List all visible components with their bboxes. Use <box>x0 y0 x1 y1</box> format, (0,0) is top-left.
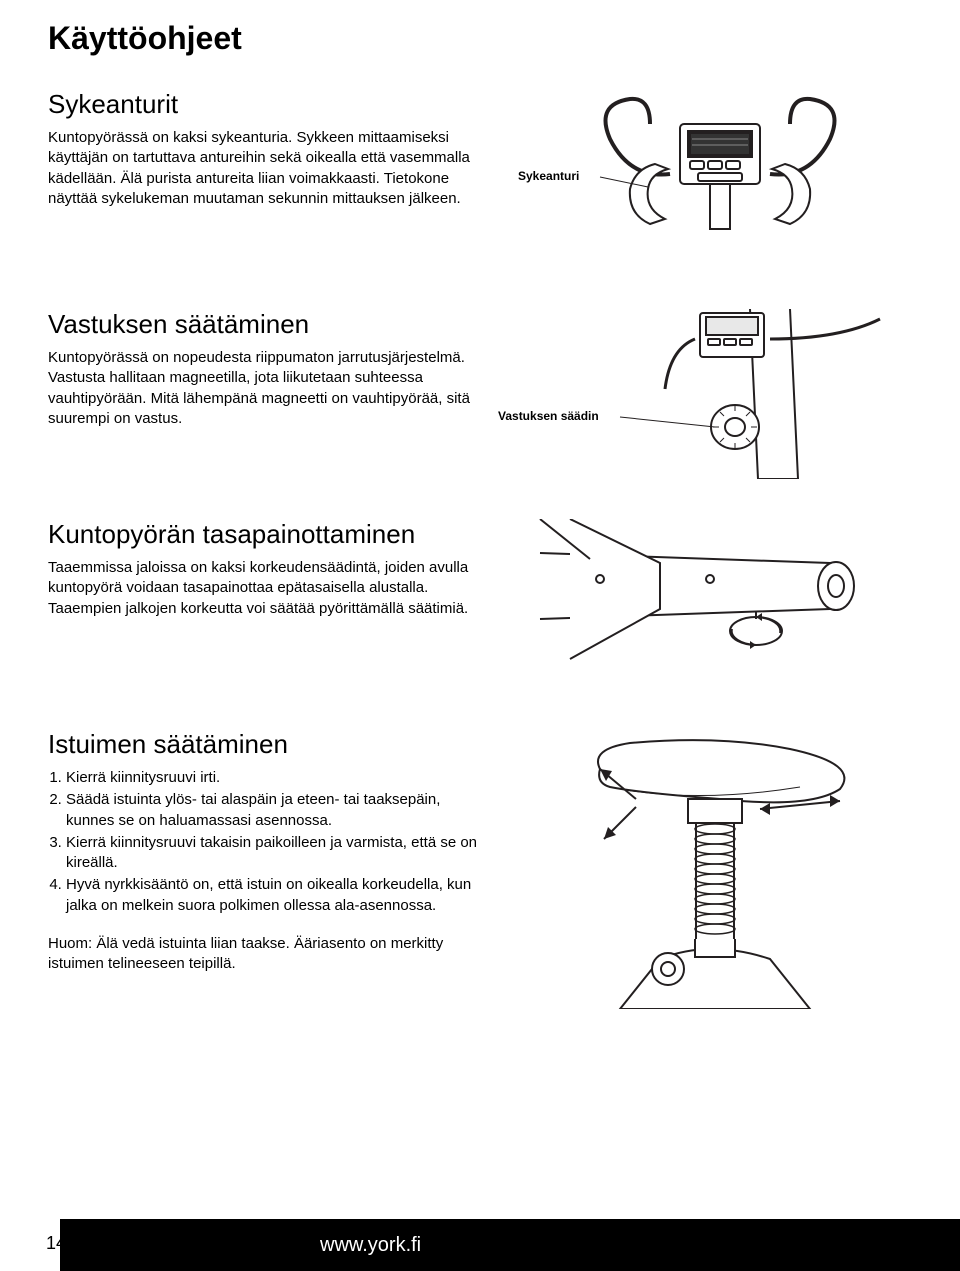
section-istuimen: Istuimen säätäminen Kierrä kiinnitysruuv… <box>48 729 912 1009</box>
section-sykeanturit: Sykeanturit Kuntopyörässä on kaksi sykea… <box>48 89 912 269</box>
body-vastuksen: Kuntopyörässä on nopeudesta riippumaton … <box>48 348 488 429</box>
body-sykeanturit: Kuntopyörässä on kaksi sykeanturia. Sykk… <box>48 128 488 209</box>
body-tasapainottaminen: Taaemmissa jaloissa on kaksi korkeudensä… <box>48 558 488 619</box>
heading-vastuksen: Vastuksen säätäminen <box>48 309 488 340</box>
page-footer: 14 www.york.fi <box>0 1219 960 1271</box>
illustration-tension-knob <box>528 309 912 479</box>
illustration-handlebars <box>528 89 912 269</box>
note-istuimen: Huom: Älä vedä istuinta liian taakse. Ää… <box>48 934 488 975</box>
step-1: Kierrä kiinnitysruuvi irti. <box>66 768 488 788</box>
callout-vastuksen: Vastuksen säädin <box>498 409 599 423</box>
illustration-seat <box>528 729 912 1009</box>
section-vastuksen: Vastuksen säätäminen Kuntopyörässä on no… <box>48 309 912 479</box>
heading-istuimen: Istuimen säätäminen <box>48 729 488 760</box>
page-number: 14 <box>26 1233 86 1254</box>
illustration-stabilizer <box>528 519 912 689</box>
heading-sykeanturit: Sykeanturit <box>48 89 488 120</box>
heading-tasapainottaminen: Kuntopyörän tasapainottaminen <box>48 519 488 550</box>
steps-istuimen: Kierrä kiinnitysruuvi irti. Säädä istuin… <box>48 768 488 916</box>
section-tasapainottaminen: Kuntopyörän tasapainottaminen Taaemmissa… <box>48 519 912 689</box>
callout-sykeanturi: Sykeanturi <box>518 169 579 183</box>
footer-url: www.york.fi <box>320 1234 421 1257</box>
step-3: Kierrä kiinnitysruuvi takaisin paikoille… <box>66 833 488 874</box>
step-2: Säädä istuinta ylös- tai alaspäin ja ete… <box>66 790 488 831</box>
page-title: Käyttöohjeet <box>48 20 912 57</box>
step-4: Hyvä nyrkkisääntö on, että istuin on oik… <box>66 875 488 916</box>
